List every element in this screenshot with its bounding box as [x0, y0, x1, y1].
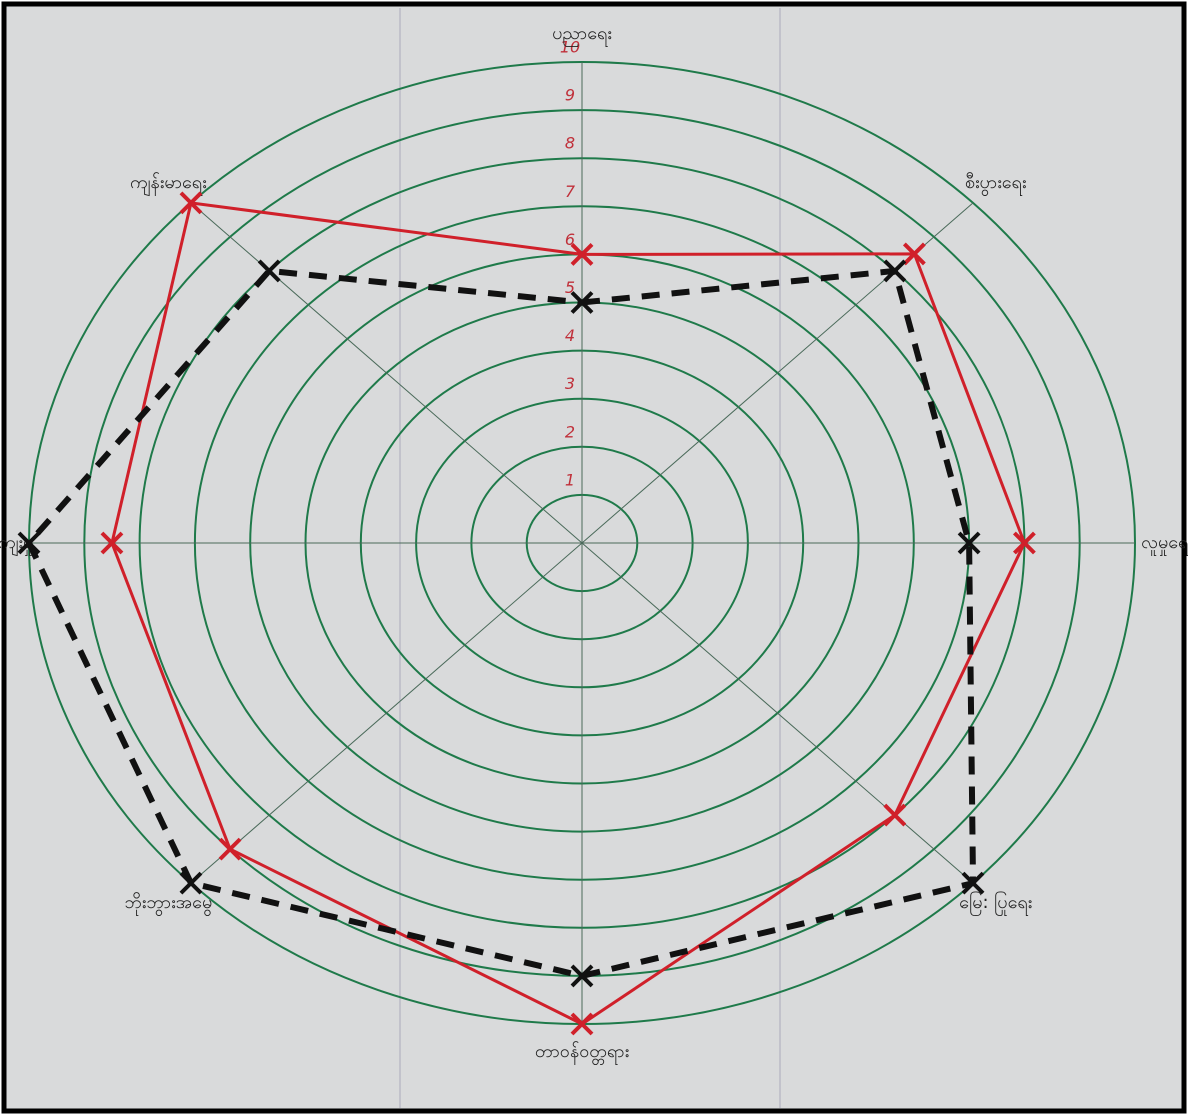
spoke — [581, 542, 974, 884]
r-tick-label: 4 — [565, 326, 575, 345]
data-point — [961, 871, 985, 895]
spoke — [190, 202, 583, 544]
data-point — [902, 242, 926, 266]
axis-label: စီးပွားရေး — [965, 172, 1027, 196]
axis-label: ပညာရေး — [552, 23, 612, 47]
r-tick-label: 8 — [565, 134, 575, 153]
data-point — [570, 291, 594, 314]
data-point — [883, 259, 907, 283]
data-point — [17, 531, 41, 555]
data-point — [179, 871, 203, 895]
data-point — [1012, 531, 1036, 555]
r-tick-label: 10 — [560, 38, 580, 57]
data-point — [570, 242, 594, 266]
data-point — [179, 191, 203, 215]
data-point — [257, 259, 281, 283]
axis-label: မြေ: ပြုရေး — [959, 891, 1032, 916]
data-point — [570, 964, 594, 988]
axis-label: ကျန်းမာရေး — [130, 172, 207, 196]
axis-label: လူမှုရေး — [1141, 532, 1188, 556]
r-tick-label: 1 — [565, 470, 575, 489]
axis-label: တာဝန်ဝတ္တရား — [535, 1041, 629, 1065]
r-tick-label: 6 — [565, 230, 575, 249]
r-tick-label: 7 — [565, 182, 576, 201]
data-point — [570, 1012, 594, 1036]
data-point — [883, 803, 907, 827]
data-point — [957, 531, 981, 555]
axis-label: ဘိုးဘွားအမွေ — [124, 892, 212, 916]
r-tick-label: 3 — [565, 374, 575, 393]
data-point — [218, 837, 242, 861]
r-tick-label: 2 — [565, 422, 575, 441]
data-point — [100, 531, 124, 555]
r-tick-label: 9 — [565, 86, 575, 105]
r-tick-label: 5 — [565, 278, 575, 297]
spoke — [190, 542, 583, 884]
